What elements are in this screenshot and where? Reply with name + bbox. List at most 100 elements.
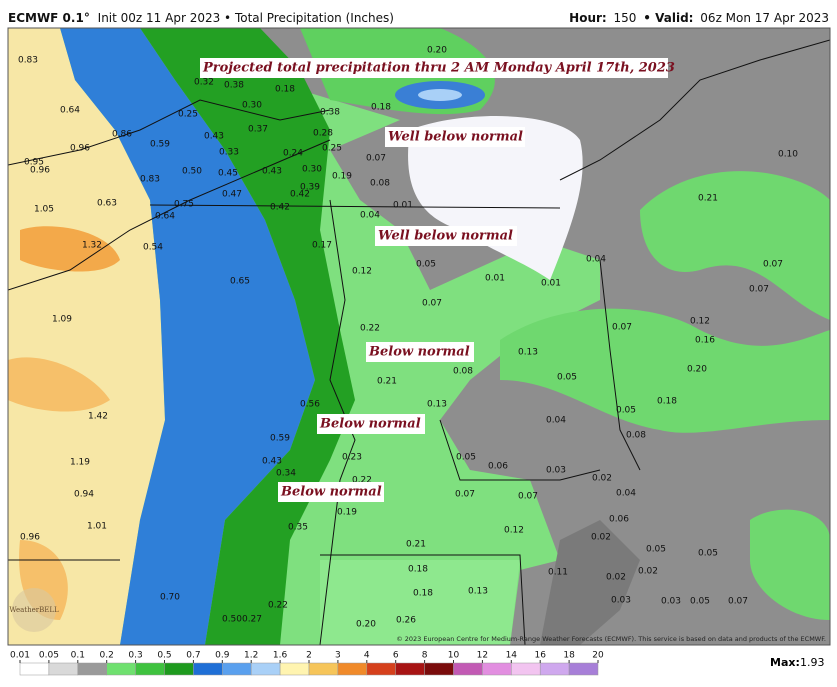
dry-area-dark — [540, 520, 640, 645]
value-label: 0.95 — [24, 158, 44, 168]
annotation: Projected total precipitation thru 2 AM … — [202, 61, 675, 76]
value-label: 0.01 — [485, 274, 505, 284]
init: Init 00z 11 Apr 2023 • Total Precipitati… — [98, 11, 394, 25]
colorbar-tick-label: 0.01 — [10, 651, 30, 661]
map: 0.830.640.860.960.950.960.590.830.500.63… — [7, 27, 831, 646]
value-label: 0.64 — [60, 106, 80, 116]
state-line — [319, 199, 356, 645]
wet-core — [418, 89, 462, 101]
value-label: 0.07 — [366, 154, 386, 164]
colorbar-segment — [453, 662, 483, 676]
max-value: 1.93 — [800, 656, 825, 669]
colorbar-segment — [135, 662, 165, 676]
colorbar-segment — [222, 662, 252, 676]
annotation-box — [317, 414, 425, 434]
value-label: 0.13 — [427, 400, 447, 410]
annotation-box — [385, 127, 525, 147]
value-label: 0.38 — [224, 81, 244, 91]
value-label: 0.16 — [695, 336, 715, 346]
value-label: 0.07 — [728, 597, 748, 607]
value-label: 0.19 — [332, 172, 352, 182]
value-label: 0.65 — [230, 277, 250, 287]
value-label: 0.03 — [611, 596, 631, 606]
value-label: 1.01 — [87, 522, 107, 532]
value-label: 0.05 — [616, 406, 636, 416]
annotation-box — [278, 482, 384, 502]
colorbar-tick-label: 10 — [448, 651, 460, 661]
value-label: 1.19 — [70, 458, 90, 468]
value-label: 0.08 — [626, 431, 646, 441]
colorbar-segment — [164, 662, 194, 676]
annotation: Below normal — [319, 417, 421, 432]
value-label: 0.63 — [97, 199, 117, 209]
value-label: 0.07 — [455, 490, 475, 500]
value-label: 0.08 — [370, 179, 390, 189]
logo-mark — [12, 588, 56, 632]
value-label: 0.05 — [557, 373, 577, 383]
border — [559, 39, 830, 181]
value-label: 0.13 — [518, 348, 538, 358]
value-label: 0.12 — [504, 526, 524, 536]
value-label: 0.30 — [302, 165, 322, 175]
colorbar-segment — [395, 662, 425, 676]
colorbar-segment — [568, 662, 599, 676]
colorbar-tick-label: 1.2 — [244, 651, 258, 661]
colorbar-segment — [106, 662, 136, 676]
value-label: 1.09 — [52, 315, 72, 325]
hour: 150 — [614, 11, 637, 25]
value-label: 0.05 — [646, 545, 666, 555]
colorbar-tick-label: 0.1 — [71, 651, 85, 661]
heavy-core — [20, 226, 120, 272]
heavy-core — [8, 357, 110, 412]
coast — [8, 139, 331, 291]
colorbar-tick-label: 0.9 — [215, 651, 230, 661]
colorbar-tick-label: 0.3 — [128, 651, 142, 661]
value-label: 0.43 — [262, 167, 282, 177]
colorbar-tick-label: 0.2 — [100, 651, 114, 661]
value-label: 0.04 — [616, 489, 636, 499]
value-label: 0.01 — [393, 201, 413, 211]
value-label: 0.10 — [778, 150, 798, 160]
value-label: 0.25 — [322, 144, 342, 154]
value-label: 0.08 — [453, 367, 473, 377]
value-label: 0.07 — [763, 260, 783, 270]
map-labels: 0.830.640.860.960.950.960.590.830.500.63… — [18, 46, 798, 630]
border — [149, 204, 561, 209]
value-label: 0.20 — [427, 46, 447, 56]
colorbar-segment — [539, 662, 570, 676]
colorbar-segment — [424, 662, 454, 676]
value-label: 0.07 — [749, 285, 769, 295]
annotation: Well below normal — [388, 130, 523, 145]
value-label: 0.42 — [270, 203, 290, 213]
value-label: 0.02 — [591, 533, 611, 543]
boundaries — [8, 39, 830, 645]
value-label: 0.21 — [377, 377, 397, 387]
value-label: 0.07 — [612, 323, 632, 333]
annotation: Below normal — [280, 485, 382, 500]
value-label: 0.94 — [74, 490, 94, 500]
value-label: 0.02 — [606, 573, 626, 583]
value-label: 0.28 — [313, 129, 333, 139]
value-label: 0.43 — [204, 132, 224, 142]
value-label: 0.54 — [143, 243, 163, 253]
colorbar-segment — [482, 662, 512, 676]
colorbar-segment — [337, 662, 368, 676]
value-label: 0.06 — [488, 462, 508, 472]
model: ECMWF 0.1° — [8, 11, 90, 25]
annotation: Well below normal — [378, 229, 513, 244]
value-label: 0.59 — [270, 434, 290, 444]
colorbar: 0.01 0.05 0.1 0.2 0.3 0.5 0.7 0.9 1.2 1.6 2 3 4 6 8 10 1… — [10, 651, 604, 676]
credit: © 2023 European Centre for Medium-Range … — [396, 635, 826, 643]
state-line — [320, 554, 526, 645]
value-label: 0.05 — [690, 597, 710, 607]
colorbar-tick-label: 1.6 — [273, 651, 288, 661]
value-label: 0.05 — [456, 453, 476, 463]
value-label: 0.18 — [371, 103, 391, 113]
value-label: 0.24 — [283, 149, 303, 159]
value-label: 0.07 — [518, 492, 538, 502]
value-label: 0.70 — [160, 593, 180, 603]
value-label: 0.04 — [586, 255, 606, 265]
colorbar-segment — [250, 662, 281, 676]
value-label: 0.03 — [661, 597, 681, 607]
colorbar-tick-label: 3 — [335, 651, 341, 661]
